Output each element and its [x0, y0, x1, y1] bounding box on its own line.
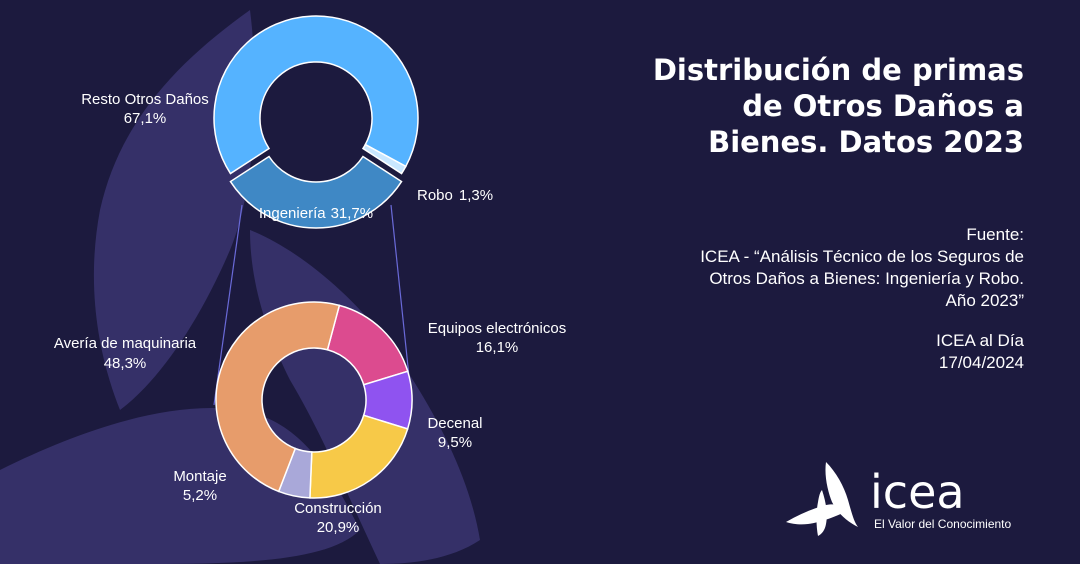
value-decenal: 9,5% [438, 434, 472, 451]
value-equipos-electronicos: 16,1% [476, 339, 519, 356]
donut-slice-robo [361, 143, 407, 175]
icea-logo-wordmark: icea [870, 465, 965, 519]
value-averia-de-maquinaria: 48,3% [104, 355, 147, 372]
source-note: Fuente: ICEA - “Análisis Técnico de los … [604, 224, 1024, 312]
label-equipos-electronicos: Equipos electrónicos [428, 320, 566, 337]
publication-name: ICEA al Día [936, 331, 1024, 350]
publication-info: ICEA al Día 17/04/2024 [724, 330, 1024, 374]
source-line-2: Otros Daños a Bienes: Ingeniería y Robo. [709, 269, 1024, 288]
value-construccion: 20,9% [317, 519, 360, 536]
donut-slice-ingenieria [229, 155, 403, 229]
page-title: Distribución de primas de Otros Daños a … [604, 52, 1024, 160]
title-line-3: Bienes. Datos 2023 [708, 125, 1024, 159]
label-robo: Robo 1,3% [417, 187, 493, 204]
source-label: Fuente: [966, 225, 1024, 244]
donut-slice-averia [215, 301, 341, 493]
icea-logo: icea [786, 462, 965, 536]
icea-logo-mark [825, 462, 858, 527]
donut-slice-resto [213, 15, 419, 175]
label-ingenieria: Ingeniería 31,7% [259, 205, 373, 222]
label-montaje: Montaje [173, 468, 226, 485]
label-construccion: Construcción [294, 500, 382, 517]
source-line-1: ICEA - “Análisis Técnico de los Seguros … [700, 247, 1024, 266]
donut-chart-otros-danos [213, 15, 419, 229]
icea-tagline: El Valor del Conocimiento [874, 517, 1012, 531]
publication-date: 17/04/2024 [938, 353, 1024, 372]
icea-logo-mark-right [816, 490, 827, 536]
connector-line-left [213, 204, 243, 406]
label-resto-otros-danos: Resto Otros Daños [81, 91, 209, 108]
donut-chart-ingenieria-breakdown [215, 301, 413, 499]
value-montaje: 5,2% [183, 487, 217, 504]
title-line-1: Distribución de primas [652, 53, 1024, 87]
value-resto-otros-danos: 67,1% [124, 110, 167, 127]
source-line-3: Año 2023” [945, 291, 1024, 310]
title-line-2: de Otros Daños a [742, 89, 1024, 123]
label-decenal: Decenal [427, 415, 482, 432]
label-averia-de-maquinaria: Avería de maquinaria [54, 335, 197, 352]
